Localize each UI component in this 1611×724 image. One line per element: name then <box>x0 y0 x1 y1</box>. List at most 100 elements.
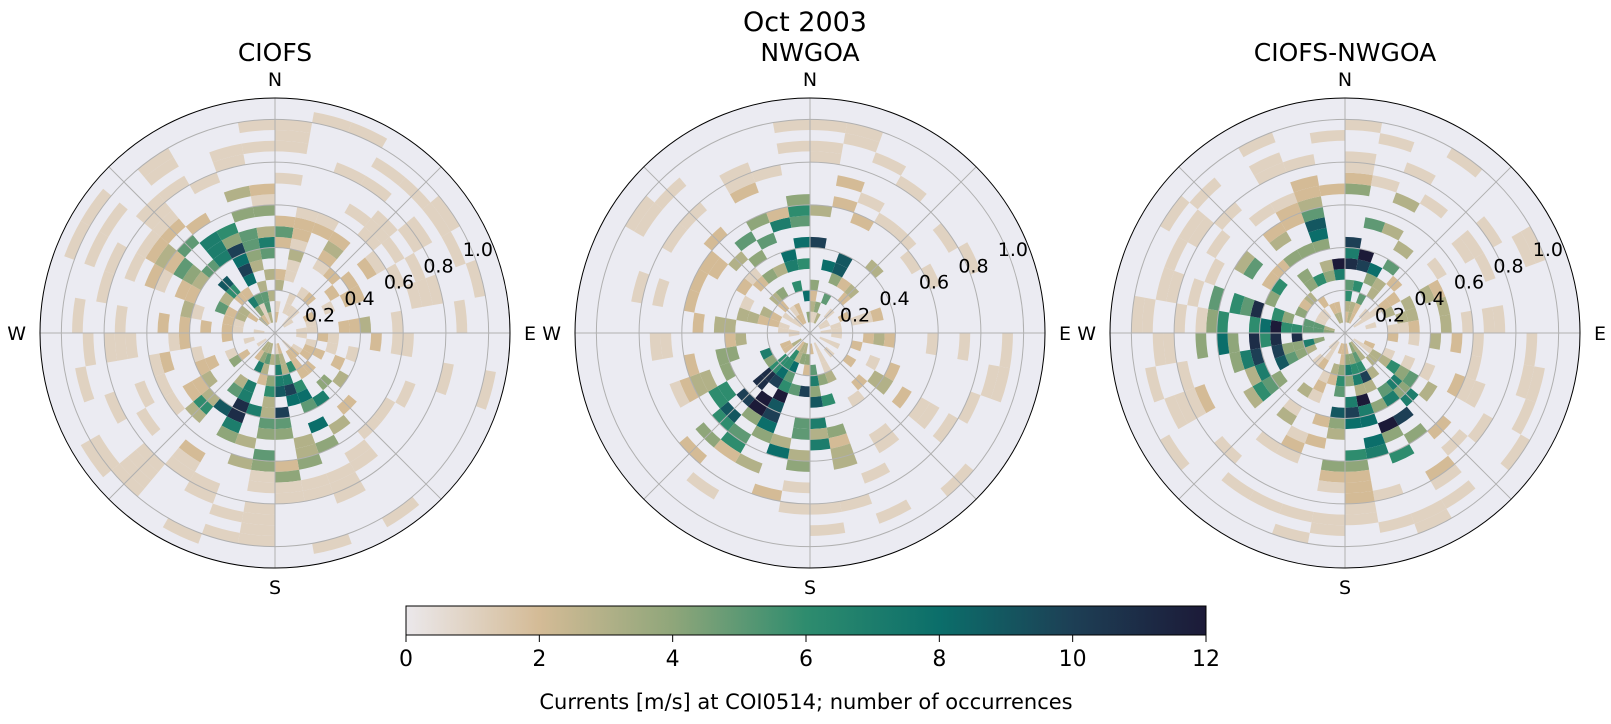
histogram-bin <box>1248 203 1276 227</box>
histogram-bin <box>1131 295 1146 333</box>
histogram-bin <box>275 215 296 228</box>
histogram-bin <box>1352 302 1362 315</box>
histogram-bin <box>1439 314 1452 333</box>
histogram-bin <box>1326 373 1338 386</box>
colorbar-tick-label: 2 <box>532 647 546 672</box>
histogram-bin <box>224 306 238 319</box>
histogram-bin <box>1334 301 1342 313</box>
histogram-bin <box>1328 417 1345 430</box>
histogram-bin <box>1345 417 1362 430</box>
histogram-bin <box>184 481 217 504</box>
histogram-bin <box>810 417 827 430</box>
histogram-bin <box>168 333 181 352</box>
histogram-bin <box>868 423 893 445</box>
histogram-bin <box>1244 365 1262 387</box>
histogram-bin <box>768 373 784 389</box>
colorbar-tick-label: 8 <box>932 647 946 672</box>
histogram-bin <box>1270 320 1282 333</box>
histogram-bin <box>104 242 127 275</box>
histogram-bin <box>1348 301 1356 313</box>
histogram-bin <box>777 379 792 394</box>
histogram-bin <box>990 366 1010 403</box>
histogram-bin <box>249 259 264 273</box>
histogram-bin <box>828 433 851 449</box>
histogram-bin <box>178 439 206 463</box>
histogram-bin <box>1348 342 1356 354</box>
histogram-bin <box>810 438 831 451</box>
histogram-bin <box>850 340 863 352</box>
histogram-bin <box>1345 279 1355 291</box>
histogram-bin <box>395 380 416 408</box>
histogram-bin <box>1279 503 1314 523</box>
histogram-bin <box>847 390 865 408</box>
histogram-bin <box>1270 278 1288 296</box>
histogram-bin <box>782 357 794 371</box>
angular-gridline <box>1344 332 1512 500</box>
histogram-bin <box>238 227 259 243</box>
histogram-bin <box>254 305 265 317</box>
histogram-bin <box>252 204 275 218</box>
histogram-bin <box>925 333 939 356</box>
histogram-bin <box>256 373 268 386</box>
histogram-bin <box>830 322 842 330</box>
histogram-bin <box>1312 272 1327 287</box>
colorbar-tick-label: 6 <box>799 647 813 672</box>
histogram-bin <box>264 353 272 365</box>
histogram-bin <box>1359 413 1378 428</box>
histogram-bin <box>260 290 270 303</box>
histogram-bin <box>1426 257 1447 280</box>
histogram-bin <box>1296 268 1313 284</box>
histogram-bin <box>1324 349 1335 361</box>
histogram-bin <box>291 357 303 371</box>
histogram-bin <box>1492 305 1506 333</box>
histogram-bin <box>1302 318 1315 328</box>
histogram-bin <box>1281 342 1295 355</box>
histogram-bin <box>75 366 95 403</box>
histogram-bin <box>241 511 275 526</box>
angular-gridline <box>274 332 442 500</box>
compass-label-w: W <box>542 323 561 345</box>
histogram-bin <box>280 363 290 376</box>
histogram-bin <box>835 175 865 193</box>
histogram-bin <box>1280 321 1293 333</box>
histogram-bin <box>1430 463 1462 491</box>
histogram-bin <box>1397 321 1410 333</box>
histogram-bin <box>1270 370 1288 388</box>
histogram-bin <box>275 417 292 430</box>
histogram-bin <box>381 496 420 528</box>
histogram-bin <box>180 300 195 319</box>
histogram-bin <box>839 493 873 512</box>
radial-tick-label: 0.4 <box>879 288 909 310</box>
histogram-bin <box>216 425 239 444</box>
histogram-bin <box>1309 522 1345 536</box>
histogram-bin <box>275 130 311 144</box>
histogram-bin <box>275 406 290 419</box>
histogram-bin <box>1271 523 1310 544</box>
histogram-bin <box>345 345 360 363</box>
histogram-bin <box>275 300 281 312</box>
histogram-bin <box>1152 333 1167 367</box>
histogram-bin <box>1280 212 1305 232</box>
histogram-bin <box>1346 311 1353 323</box>
histogram-bin <box>163 391 185 416</box>
histogram-bin <box>957 333 971 361</box>
compass-label-n: N <box>803 69 817 91</box>
histogram-bin <box>810 236 827 249</box>
compass-label-s: S <box>1339 577 1351 599</box>
histogram-bin <box>261 314 270 325</box>
histogram-bin <box>1345 396 1358 408</box>
histogram-bin <box>1221 472 1255 500</box>
histogram-bin <box>189 172 221 195</box>
histogram-bin <box>1381 222 1404 241</box>
histogram-bin <box>1353 319 1364 328</box>
histogram-bin <box>1394 365 1410 382</box>
histogram-bin <box>719 162 752 185</box>
histogram-bin <box>817 351 827 364</box>
histogram-bin <box>163 250 185 275</box>
histogram-bin <box>804 354 810 366</box>
histogram-bin <box>1294 347 1308 360</box>
histogram-bin <box>299 349 313 361</box>
histogram-bin <box>252 448 275 462</box>
histogram-bin <box>1400 295 1416 312</box>
histogram-bin <box>1283 398 1303 417</box>
